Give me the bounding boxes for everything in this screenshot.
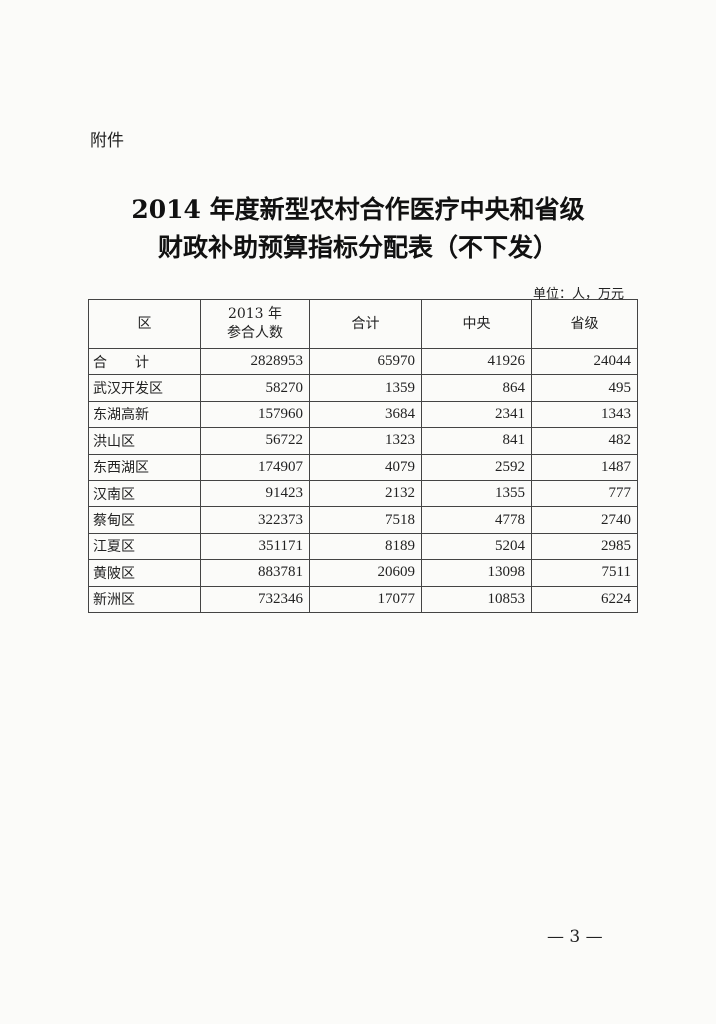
table-row: 洪山区 56722 1323 841 482 bbox=[88, 427, 638, 455]
cell-participants: 322373 bbox=[200, 506, 310, 534]
cell-participants: 2828953 bbox=[200, 347, 310, 376]
table-row: 武汉开发区 58270 1359 864 495 bbox=[88, 374, 638, 402]
cell-central: 4778 bbox=[421, 506, 532, 534]
cell-central: 864 bbox=[421, 374, 532, 402]
cell-total: 3684 bbox=[309, 400, 422, 429]
table-row: 新洲区 732346 17077 10853 6224 bbox=[88, 585, 638, 613]
cell-district: 洪山区 bbox=[88, 427, 201, 455]
cell-district: 新洲区 bbox=[88, 585, 201, 613]
title-line-1: 2014 年度新型农村合作医疗中央和省级 bbox=[131, 195, 585, 224]
cell-provincial: 495 bbox=[531, 374, 638, 402]
table-row: 东西湖区 174907 4079 2592 1487 bbox=[88, 453, 638, 481]
cell-total: 65970 bbox=[309, 347, 422, 376]
cell-total: 8189 bbox=[309, 532, 422, 561]
cell-participants: 351171 bbox=[200, 532, 310, 561]
unit-label: 单位：人，万元 bbox=[532, 287, 624, 302]
title-line-2: 财政补助预算指标分配表（不下发） bbox=[157, 233, 558, 262]
cell-participants: 58270 bbox=[200, 374, 310, 402]
table-row: 合 计 2828953 65970 41926 24044 bbox=[88, 347, 638, 376]
cell-participants: 732346 bbox=[200, 585, 310, 613]
cell-total: 1323 bbox=[309, 427, 422, 455]
header-district: 区 bbox=[88, 299, 201, 349]
cell-provincial: 482 bbox=[531, 427, 638, 455]
cell-provincial: 2985 bbox=[531, 532, 638, 561]
budget-table: 区 2013 年参合人数 合计 中央 省级 合 计 2828953 65970 419… bbox=[88, 299, 638, 613]
cell-participants: 157960 bbox=[200, 400, 310, 429]
cell-central: 10853 bbox=[421, 585, 532, 613]
cell-total: 1359 bbox=[309, 374, 422, 402]
cell-district: 东湖高新 bbox=[88, 400, 201, 429]
table-header-row: 区 2013 年参合人数 合计 中央 省级 bbox=[88, 299, 638, 349]
attachment-label: 附件 bbox=[90, 131, 124, 151]
table-row: 蔡甸区 322373 7518 4778 2740 bbox=[88, 506, 638, 534]
cell-provincial: 1343 bbox=[531, 400, 638, 429]
cell-district: 武汉开发区 bbox=[88, 374, 201, 402]
cell-participants: 56722 bbox=[200, 427, 310, 455]
cell-district: 黄陂区 bbox=[88, 559, 201, 587]
header-provincial: 省级 bbox=[531, 299, 638, 349]
cell-district: 合 计 bbox=[88, 347, 201, 376]
cell-district: 江夏区 bbox=[88, 532, 201, 561]
table-row: 汉南区 91423 2132 1355 777 bbox=[88, 479, 638, 508]
header-total: 合计 bbox=[309, 299, 422, 349]
cell-central: 2341 bbox=[421, 400, 532, 429]
header-participants-line1: 2013 年 bbox=[227, 306, 283, 322]
cell-district: 汉南区 bbox=[88, 479, 201, 508]
cell-provincial: 777 bbox=[531, 479, 638, 508]
page-number: — 3 — bbox=[547, 927, 603, 947]
cell-central: 1355 bbox=[421, 479, 532, 508]
cell-total: 7518 bbox=[309, 506, 422, 534]
cell-total: 2132 bbox=[309, 479, 422, 508]
header-participants: 2013 年参合人数 bbox=[200, 299, 310, 349]
cell-total: 20609 bbox=[309, 559, 422, 587]
cell-total: 17077 bbox=[309, 585, 422, 613]
cell-central: 41926 bbox=[421, 347, 532, 376]
header-central: 中央 bbox=[421, 299, 532, 349]
cell-participants: 174907 bbox=[200, 453, 310, 481]
table-row: 黄陂区 883781 20609 13098 7511 bbox=[88, 559, 638, 587]
cell-participants: 883781 bbox=[200, 559, 310, 587]
cell-central: 5204 bbox=[421, 532, 532, 561]
cell-provincial: 2740 bbox=[531, 506, 638, 534]
cell-central: 13098 bbox=[421, 559, 532, 587]
header-participants-line2: 参合人数 bbox=[227, 325, 283, 341]
cell-provincial: 6224 bbox=[531, 585, 638, 613]
cell-central: 2592 bbox=[421, 453, 532, 481]
cell-district: 东西湖区 bbox=[88, 453, 201, 481]
cell-provincial: 1487 bbox=[531, 453, 638, 481]
table-row: 江夏区 351171 8189 5204 2985 bbox=[88, 532, 638, 561]
cell-central: 841 bbox=[421, 427, 532, 455]
cell-participants: 91423 bbox=[200, 479, 310, 508]
cell-total: 4079 bbox=[309, 453, 422, 481]
table-row: 东湖高新 157960 3684 2341 1343 bbox=[88, 400, 638, 429]
cell-district: 蔡甸区 bbox=[88, 506, 201, 534]
cell-provincial: 24044 bbox=[531, 347, 638, 376]
cell-provincial: 7511 bbox=[531, 559, 638, 587]
